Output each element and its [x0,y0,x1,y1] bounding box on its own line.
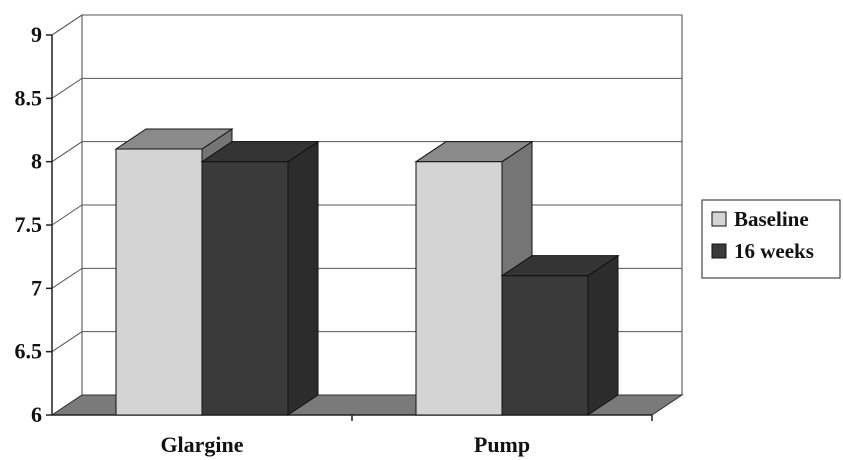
x-category-labels: Glargine Pump [160,432,530,457]
legend-swatch [711,243,727,259]
x-category-label: Glargine [160,432,243,457]
y-tick-label: 8.5 [15,85,43,110]
bar-side-face [287,140,319,416]
bar-top-face [414,141,534,163]
gridline [51,14,682,36]
y-tick-label: 9 [31,22,42,47]
bar-side-face [587,254,619,416]
bar-front-face [201,161,289,416]
bar-top-face [500,255,620,277]
legend-entry-label: 16 weeks [734,239,814,263]
y-tick-labels: 6 6.5 7 7.5 8 8.5 9 [15,22,43,427]
y-tick-label: 8 [31,149,42,174]
y-tick-label: 6 [31,402,42,427]
legend-entry-label: Baseline [734,207,809,231]
bars [114,128,620,416]
bar-front-face [415,161,503,416]
bar-top-face [200,141,320,163]
legend: Baseline 16 weeks [701,199,841,279]
y-tick-label: 7.5 [15,212,43,237]
y-tick-label: 6.5 [15,339,43,364]
legend-swatch [711,211,727,227]
bar-pump-16-weeks [500,254,620,416]
y-tick-label: 7 [31,275,42,300]
bar-front-face [115,148,203,416]
gridline [51,77,682,99]
bar-glargine-16-weeks [200,140,320,416]
x-category-label: Pump [474,432,530,457]
bar-top-face [114,128,234,150]
bar-front-face [501,275,589,416]
